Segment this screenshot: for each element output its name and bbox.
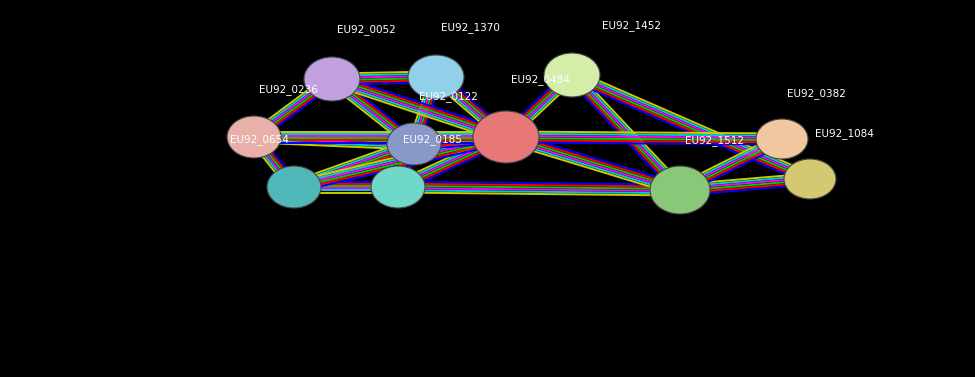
Text: EU92_1452: EU92_1452 — [602, 20, 661, 31]
Ellipse shape — [408, 55, 464, 99]
Text: EU92_0236: EU92_0236 — [259, 84, 318, 95]
Text: EU92_0052: EU92_0052 — [337, 24, 396, 35]
Text: EU92_1084: EU92_1084 — [815, 128, 874, 139]
Ellipse shape — [387, 123, 441, 165]
Text: EU92_0654: EU92_0654 — [230, 134, 289, 145]
Text: EU92_0484: EU92_0484 — [511, 74, 569, 85]
Ellipse shape — [756, 119, 808, 159]
Ellipse shape — [650, 166, 710, 214]
Ellipse shape — [371, 166, 425, 208]
Text: EU92_0185: EU92_0185 — [403, 134, 462, 145]
Ellipse shape — [267, 166, 321, 208]
Ellipse shape — [227, 116, 281, 158]
Text: EU92_0122: EU92_0122 — [419, 91, 478, 102]
Ellipse shape — [304, 57, 360, 101]
Ellipse shape — [544, 53, 600, 97]
Ellipse shape — [473, 111, 539, 163]
Ellipse shape — [784, 159, 836, 199]
Text: EU92_1512: EU92_1512 — [685, 135, 744, 146]
Text: EU92_1370: EU92_1370 — [441, 22, 500, 33]
Text: EU92_0382: EU92_0382 — [787, 88, 846, 99]
